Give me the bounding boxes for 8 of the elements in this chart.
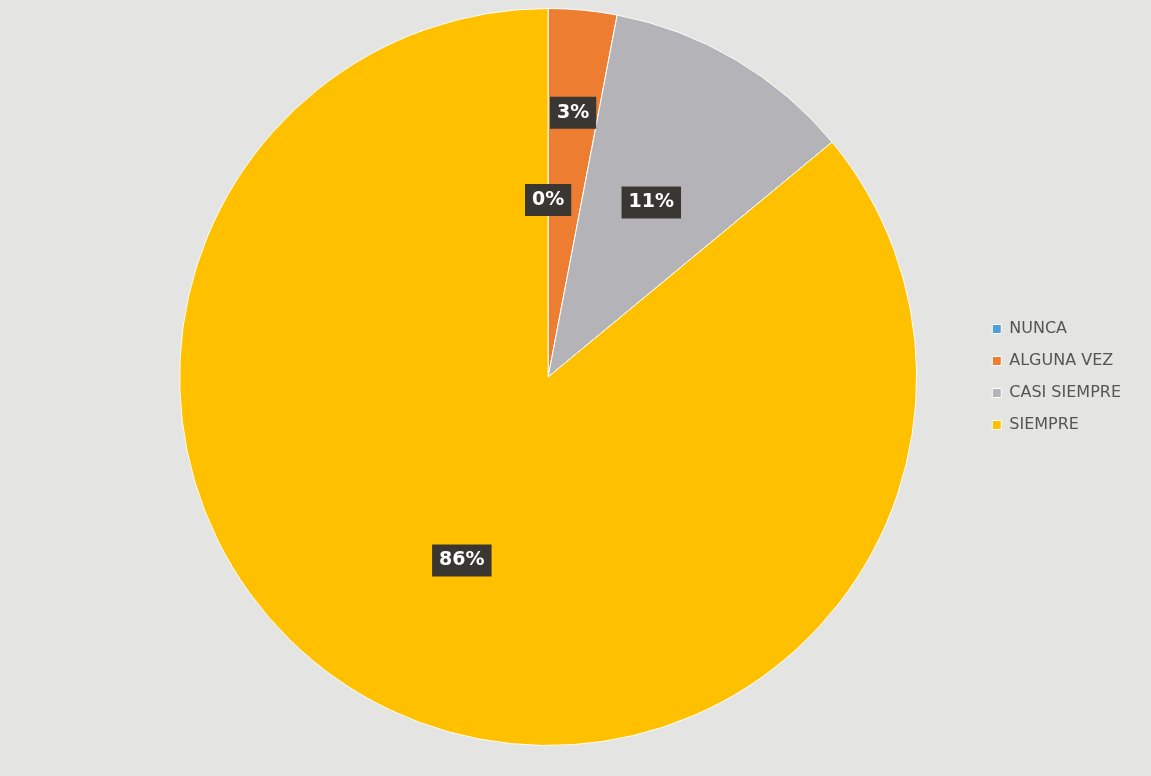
legend-label: CASI SIEMPRE [1009,382,1122,402]
data-label: 3% [556,99,590,122]
data-label: 11% [628,189,675,212]
legend-label: NUNCA [1009,318,1068,338]
legend-label: ALGUNA VEZ [1009,350,1114,370]
data-label: 86% [439,547,485,570]
legend-label: SIEMPRE [1009,414,1079,434]
text: 0% [532,187,565,210]
